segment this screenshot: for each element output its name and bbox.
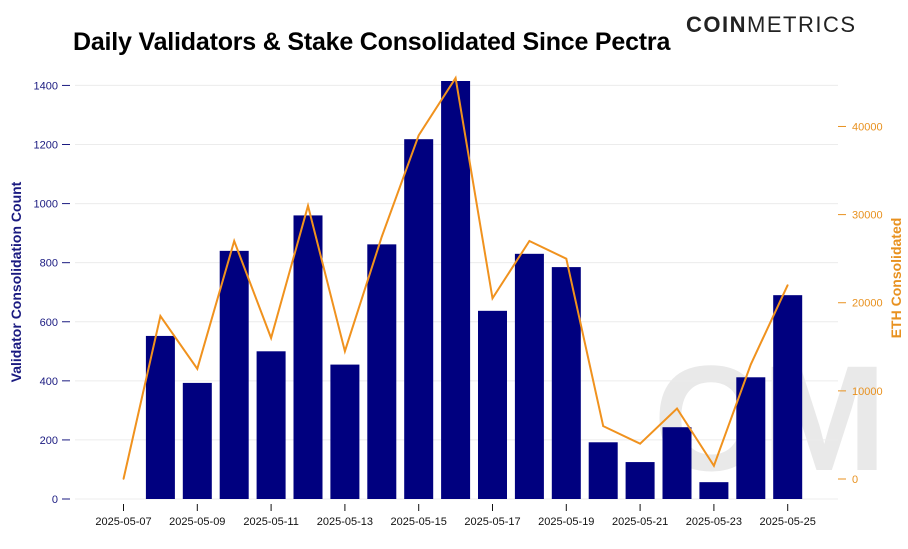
line-point (381, 235, 383, 238)
x-tick-label: 2025-05-11 (243, 516, 298, 528)
x-tick-label: 2025-05-17 (464, 516, 520, 528)
line-point (713, 464, 715, 467)
line-point (122, 478, 125, 480)
right-axis: 0 10000 20000 30000 40000 (838, 121, 883, 486)
line-point (307, 204, 309, 207)
left-tick-label: 400 (40, 376, 58, 388)
right-tick-label: 30000 (852, 210, 883, 222)
bar (441, 81, 471, 499)
left-tick-label: 0 (52, 494, 58, 506)
coinmetrics-logo: COINMETRICS (686, 12, 857, 37)
bar-series (145, 81, 803, 499)
bar (588, 442, 618, 499)
line-point (786, 284, 789, 286)
left-tick-label: 1000 (34, 199, 58, 211)
right-axis-title: ETH Consolidated (888, 218, 904, 339)
watermark-text: CM (653, 334, 886, 502)
bar (256, 351, 286, 499)
line-point (602, 425, 604, 427)
bar (514, 253, 544, 499)
x-tick-label: 2025-05-19 (538, 516, 594, 528)
cm-watermark-logo: CM (653, 334, 886, 502)
x-tick-label: 2025-05-13 (317, 516, 373, 528)
line-point (528, 240, 531, 242)
line-point (344, 350, 346, 353)
left-axis-title: Validator Consolidation Count (8, 181, 24, 382)
line-point (565, 257, 568, 260)
x-tick-label: 2025-05-09 (169, 516, 225, 528)
line-point (196, 368, 199, 370)
bar (182, 382, 212, 499)
x-tick-label: 2025-05-23 (686, 516, 742, 528)
left-tick-label: 1200 (34, 140, 58, 152)
x-axis: 2025-05-07 2025-05-09 2025-05-11 2025-05-13… (95, 504, 816, 528)
line-point (233, 240, 235, 242)
line-point (639, 442, 641, 445)
right-tick-label: 0 (852, 474, 858, 486)
line-point (491, 297, 494, 300)
line-point (159, 315, 162, 317)
left-tick-label: 1400 (34, 80, 58, 92)
line-point (417, 134, 420, 137)
bar (736, 377, 766, 499)
bar (699, 482, 729, 499)
line-series (122, 75, 789, 480)
line-point (676, 407, 678, 410)
bar (293, 215, 323, 499)
bar (219, 250, 249, 499)
left-tick-label: 200 (40, 435, 58, 447)
bar (773, 295, 803, 499)
right-tick-label: 20000 (852, 298, 883, 310)
bar (625, 462, 655, 499)
x-tick-label: 2025-05-25 (760, 516, 816, 528)
bar (404, 139, 434, 499)
left-tick-label: 600 (40, 317, 58, 329)
bar (478, 310, 507, 499)
bar (367, 244, 397, 499)
right-tick-label: 40000 (852, 121, 883, 133)
left-axis: 0 200 400 600 800 1000 1200 1400 (34, 80, 70, 506)
bar (330, 364, 360, 499)
x-tick-label: 2025-05-07 (95, 516, 151, 528)
bar (662, 427, 692, 499)
line-point (270, 337, 272, 339)
chart-title: Daily Validators & Stake Consolidated Si… (73, 28, 671, 56)
x-tick-label: 2025-05-21 (612, 516, 668, 528)
right-tick-label: 10000 (852, 386, 883, 398)
x-tick-label: 2025-05-15 (391, 516, 447, 528)
line-point (454, 77, 457, 79)
line-point (750, 363, 752, 366)
left-tick-label: 800 (40, 258, 58, 270)
